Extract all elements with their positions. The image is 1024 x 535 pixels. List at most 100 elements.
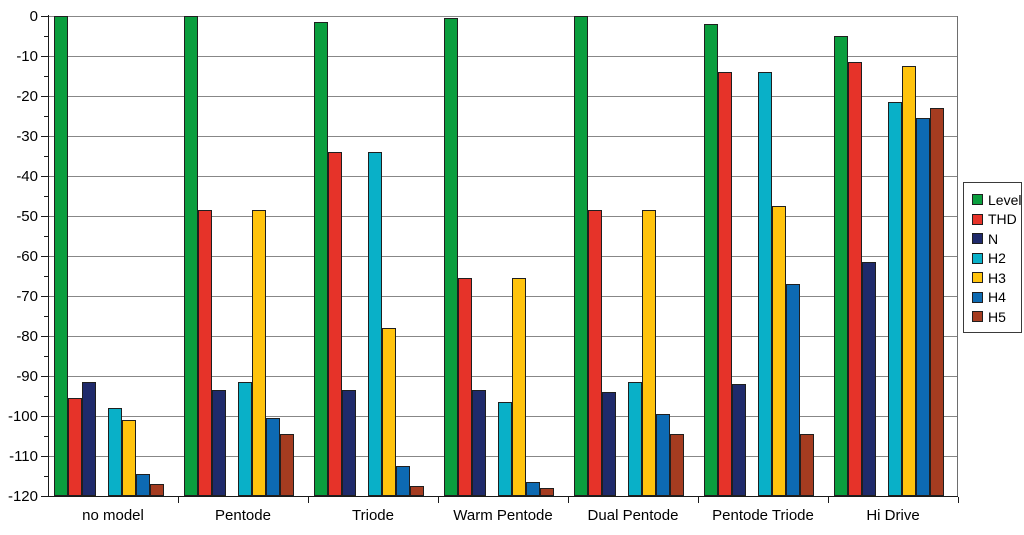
x-axis-label: Triode (352, 507, 394, 524)
legend-swatch-level (972, 194, 983, 206)
legend-label: H5 (988, 308, 1006, 325)
bar-h4-7 (916, 118, 930, 496)
y-minor-tick (44, 316, 48, 317)
legend-label: H3 (988, 269, 1006, 286)
bar-h5-6 (800, 434, 814, 496)
y-minor-tick (44, 76, 48, 77)
y-minor-tick (44, 36, 48, 37)
bar-h2-4 (498, 402, 512, 496)
legend-swatch-h3 (972, 272, 983, 284)
y-major-tick (41, 456, 48, 457)
x-axis-tick (308, 497, 309, 503)
y-major-tick (41, 16, 48, 17)
y-minor-tick (44, 116, 48, 117)
gridline (48, 96, 958, 97)
bar-h4-5 (656, 414, 670, 496)
bar-h5-1 (150, 484, 164, 496)
bar-h5-5 (670, 434, 684, 496)
legend: Level THD N H2 H3 H4 H5 (963, 182, 1022, 333)
bar-h5-7 (930, 108, 944, 496)
y-axis-label: -30 (16, 128, 38, 145)
bar-thd-2 (198, 210, 212, 496)
x-axis-label: Dual Pentode (587, 507, 679, 524)
legend-item-h3: H3 (972, 268, 1015, 288)
bar-h2-2 (238, 382, 252, 496)
gridline (48, 256, 958, 257)
bar-thd-3 (328, 152, 342, 496)
x-axis-tick (828, 497, 829, 503)
legend-item-level: Level (972, 190, 1021, 210)
legend-label: THD (988, 211, 1017, 228)
bar-n-5 (602, 392, 616, 496)
y-minor-tick (44, 396, 48, 397)
x-axis-tick (958, 497, 959, 503)
y-axis-label: -90 (16, 368, 38, 385)
bar-h4-4 (526, 482, 540, 496)
x-axis-tick (568, 497, 569, 503)
x-axis-tick (698, 497, 699, 503)
legend-item-h2: H2 (972, 249, 1015, 269)
legend-swatch-n (972, 233, 983, 245)
y-minor-tick (44, 196, 48, 197)
legend-swatch-h2 (972, 252, 983, 264)
y-major-tick (41, 376, 48, 377)
bar-level-4 (444, 18, 458, 496)
legend-item-thd: THD (972, 210, 1017, 230)
legend-swatch-h5 (972, 311, 983, 323)
y-major-tick (41, 256, 48, 257)
legend-label: N (988, 230, 999, 247)
bar-h2-3 (368, 152, 382, 496)
x-axis-tick (438, 497, 439, 503)
x-axis-label: Pentode Triode (712, 507, 814, 524)
gridline (48, 376, 958, 377)
bar-h3-3 (382, 328, 396, 496)
y-axis-label: -60 (16, 248, 38, 265)
y-minor-tick (44, 436, 48, 437)
y-major-tick (41, 96, 48, 97)
y-axis-label: -20 (16, 88, 38, 105)
y-minor-tick (44, 476, 48, 477)
x-axis-tick (178, 497, 179, 503)
y-axis-label: -10 (16, 48, 38, 65)
y-major-tick (41, 336, 48, 337)
bar-n-6 (732, 384, 746, 496)
legend-item-n: N (972, 229, 1015, 249)
bar-n-3 (342, 390, 356, 496)
y-axis-label: -110 (9, 448, 38, 465)
bar-h4-6 (786, 284, 800, 496)
bar-h2-1 (108, 408, 122, 496)
bar-thd-6 (718, 72, 732, 496)
y-axis-label: -50 (16, 208, 38, 225)
y-major-tick (41, 176, 48, 177)
bar-n-4 (472, 390, 486, 496)
y-minor-tick (44, 236, 48, 237)
y-axis-label: -80 (16, 328, 38, 345)
bar-h3-1 (122, 420, 136, 496)
bar-level-5 (574, 16, 588, 496)
y-axis-label: -70 (16, 288, 38, 305)
legend-swatch-thd (972, 213, 983, 225)
x-axis-label: Hi Drive (866, 507, 920, 524)
gridline (48, 296, 958, 297)
gridline (48, 16, 958, 17)
x-axis-label: Warm Pentode (453, 507, 553, 524)
gridline (48, 56, 958, 57)
bar-n-2 (212, 390, 226, 496)
x-axis-label: Pentode (215, 507, 271, 524)
y-minor-tick (44, 276, 48, 277)
bar-h3-4 (512, 278, 526, 496)
bar-n-7 (862, 262, 876, 496)
bar-level-7 (834, 36, 848, 496)
y-major-tick (41, 496, 48, 497)
bar-level-1 (54, 16, 68, 496)
bar-thd-4 (458, 278, 472, 496)
y-axis-label: -100 (7, 408, 38, 425)
gridline (48, 176, 958, 177)
y-major-tick (41, 416, 48, 417)
bar-h3-7 (902, 66, 916, 496)
legend-label: Level (988, 191, 1022, 208)
legend-item-h4: H4 (972, 288, 1015, 308)
bar-thd-1 (68, 398, 82, 496)
bar-h4-2 (266, 418, 280, 496)
